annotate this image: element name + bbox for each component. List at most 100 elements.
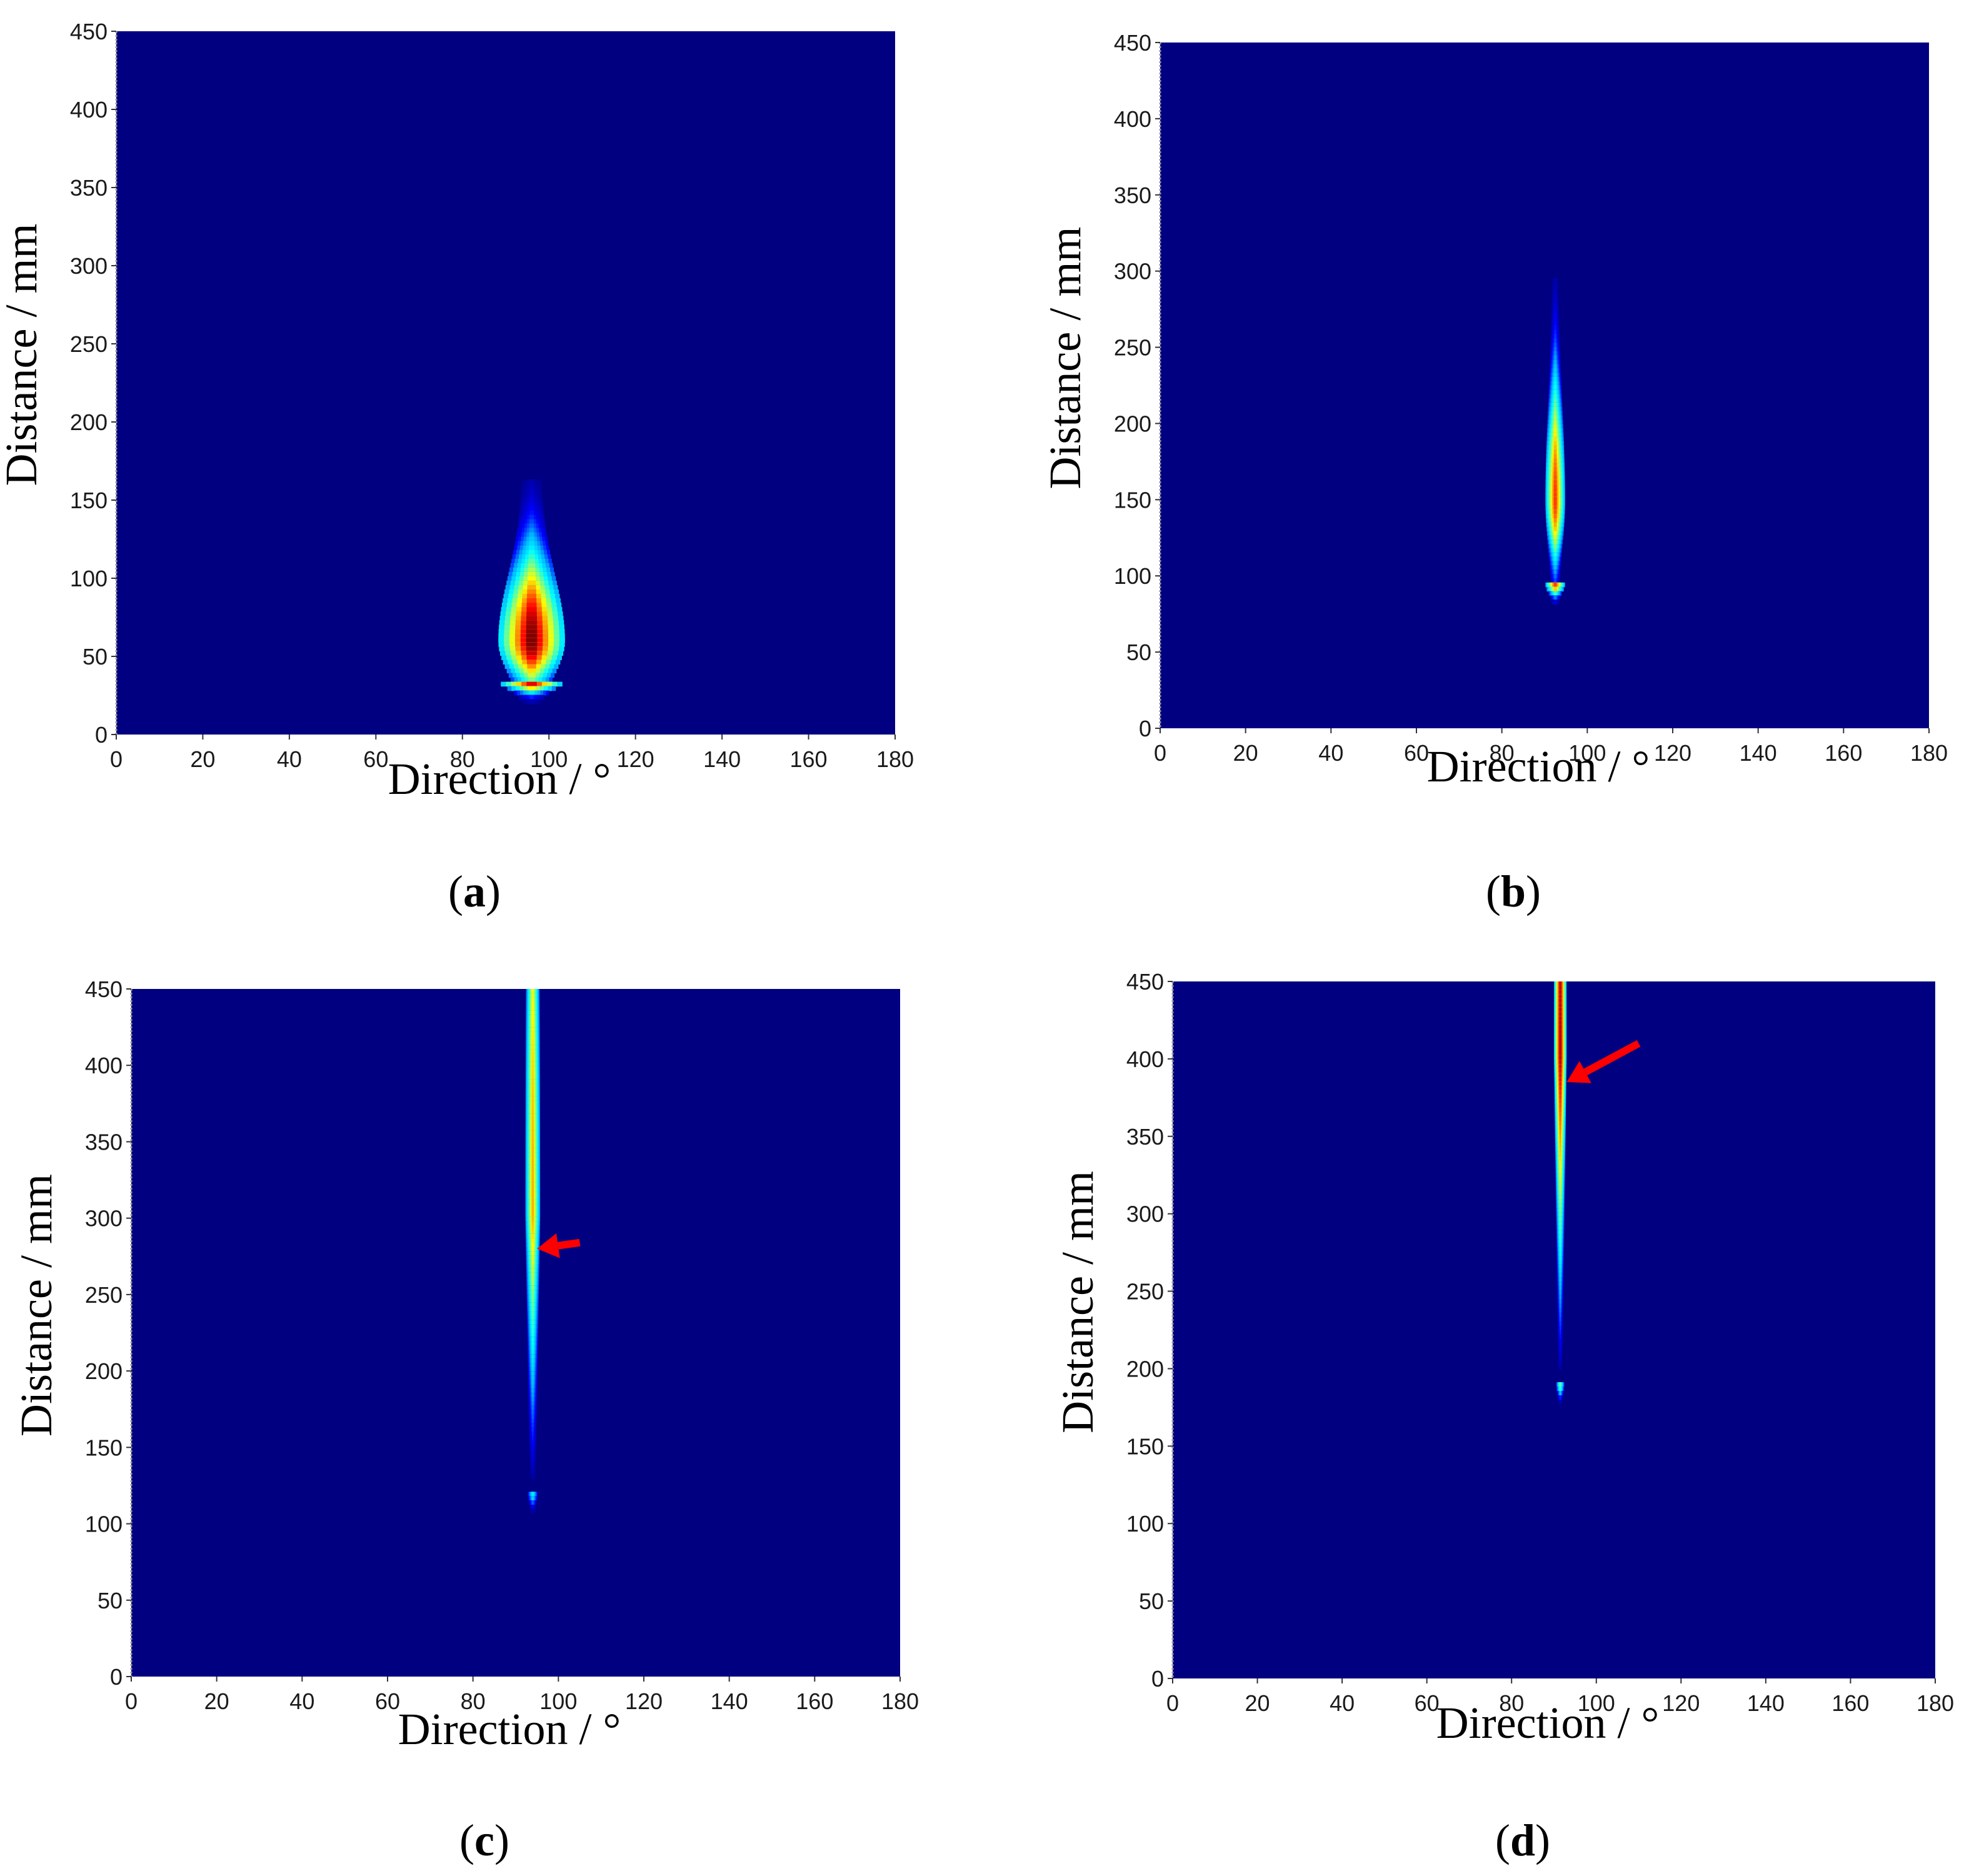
panel-caption-b: (b) (1486, 866, 1541, 916)
x-tick-label: 80 (450, 746, 475, 772)
heat-cell (531, 1216, 534, 1221)
heat-cell (531, 1135, 534, 1140)
heat-cell (1554, 548, 1556, 553)
heat-cell (532, 1393, 534, 1398)
heat-cell (1559, 1090, 1561, 1095)
y-axis-label-a: Distance / mm (0, 224, 46, 486)
arrow-shaft (1583, 1040, 1641, 1076)
heat-cell (529, 493, 534, 498)
x-tick-label: 180 (1910, 740, 1948, 766)
panel-caption-c: (c) (459, 1815, 509, 1865)
caption-close: ) (1535, 1815, 1550, 1865)
heat-cell (531, 1109, 534, 1114)
heat-cell (529, 699, 534, 705)
arrow-head (1566, 1061, 1591, 1083)
heat-cell (1560, 1282, 1561, 1287)
heat-cell (529, 479, 534, 484)
heat-cell (531, 1113, 534, 1118)
heat-cell (531, 1040, 534, 1045)
y-tick-label: 300 (85, 1206, 123, 1231)
y-tick-label: 0 (1139, 716, 1151, 741)
heat-cell (531, 1139, 534, 1145)
x-tick-label: 120 (1654, 740, 1691, 766)
heat-cell (1559, 1103, 1561, 1108)
heat-cell (531, 1221, 534, 1226)
heat-cell (528, 563, 536, 568)
heat-cell (529, 514, 534, 520)
heat-cell (1559, 1121, 1561, 1126)
heat-cell (1553, 522, 1557, 528)
heat-cell (1555, 286, 1556, 292)
heat-cell (1559, 1073, 1561, 1078)
heat-cell (531, 997, 534, 1003)
y-tick-label: 400 (1114, 106, 1151, 132)
y-tick-label: 450 (1126, 969, 1164, 995)
heat-cell (526, 646, 538, 652)
heat-cell (531, 1277, 534, 1282)
heat-cell (531, 989, 534, 994)
heat-cell (531, 1320, 534, 1325)
heat-cell (526, 624, 538, 630)
heat-cell (1553, 432, 1557, 438)
heat-cell (1554, 329, 1556, 334)
heat-cell (531, 1264, 534, 1269)
heat-cell (532, 1384, 534, 1389)
heat-cell (1560, 1252, 1561, 1257)
heat-cell (531, 1246, 534, 1252)
heat-cell (531, 1324, 534, 1329)
heat-cell (531, 1019, 534, 1024)
heat-cell (532, 1354, 534, 1359)
heat-cell (1559, 1173, 1561, 1178)
heat-cell (529, 519, 534, 524)
heat-cell (1560, 1195, 1561, 1200)
caption-letter: b (1501, 866, 1526, 916)
heat-cell (526, 651, 537, 656)
heat-cell (1555, 278, 1556, 283)
heat-cell (532, 1492, 534, 1497)
y-tick-label: 50 (1126, 640, 1151, 665)
heat-cell (1553, 505, 1557, 510)
y-tick-label: 50 (1139, 1588, 1164, 1614)
heat-cell (1559, 990, 1561, 995)
heat-cell (532, 1397, 534, 1402)
heat-cell (529, 532, 534, 538)
x-tick-label: 80 (1490, 740, 1515, 766)
y-tick-label: 0 (110, 1664, 123, 1690)
heat-cell (1555, 282, 1556, 288)
heat-cell (532, 1414, 534, 1420)
heat-cell (531, 1148, 534, 1153)
x-tick-label: 40 (1318, 740, 1343, 766)
heat-cell (531, 1311, 534, 1317)
heat-cell (1554, 355, 1556, 360)
heat-cell (1553, 428, 1557, 433)
caption-close: ) (486, 866, 501, 916)
heat-cell (1559, 1038, 1561, 1043)
y-tick-label: 350 (70, 175, 108, 201)
heat-cell (532, 1418, 534, 1423)
heat-cell (1560, 1286, 1561, 1292)
heat-cell (1554, 561, 1556, 566)
heat-cell (1560, 1303, 1561, 1309)
heat-cell (1560, 1238, 1561, 1243)
x-tick-label: 120 (617, 746, 654, 772)
heat-cell (529, 536, 534, 542)
heat-cell (1559, 1046, 1561, 1052)
panel-caption-a: (a) (448, 866, 501, 916)
heat-cell (1559, 1125, 1561, 1130)
heat-cell (531, 1238, 534, 1243)
y-tick-label: 100 (1114, 563, 1151, 589)
heat-cell (1553, 471, 1557, 476)
heat-cell (1553, 475, 1557, 480)
heat-cell (526, 655, 537, 661)
heat-cell (1554, 591, 1556, 596)
heat-cell (531, 1268, 534, 1273)
plot-area-d (1173, 981, 1935, 1678)
hotspot-layer-c (525, 989, 541, 1514)
heat-cell (1554, 342, 1556, 348)
heat-cell (532, 1423, 534, 1428)
y-tick-label: 450 (1114, 30, 1151, 56)
heat-cell (526, 598, 537, 603)
x-tick-label: 180 (876, 746, 914, 772)
heat-cell (1560, 1400, 1561, 1405)
heat-cell (531, 1242, 534, 1248)
